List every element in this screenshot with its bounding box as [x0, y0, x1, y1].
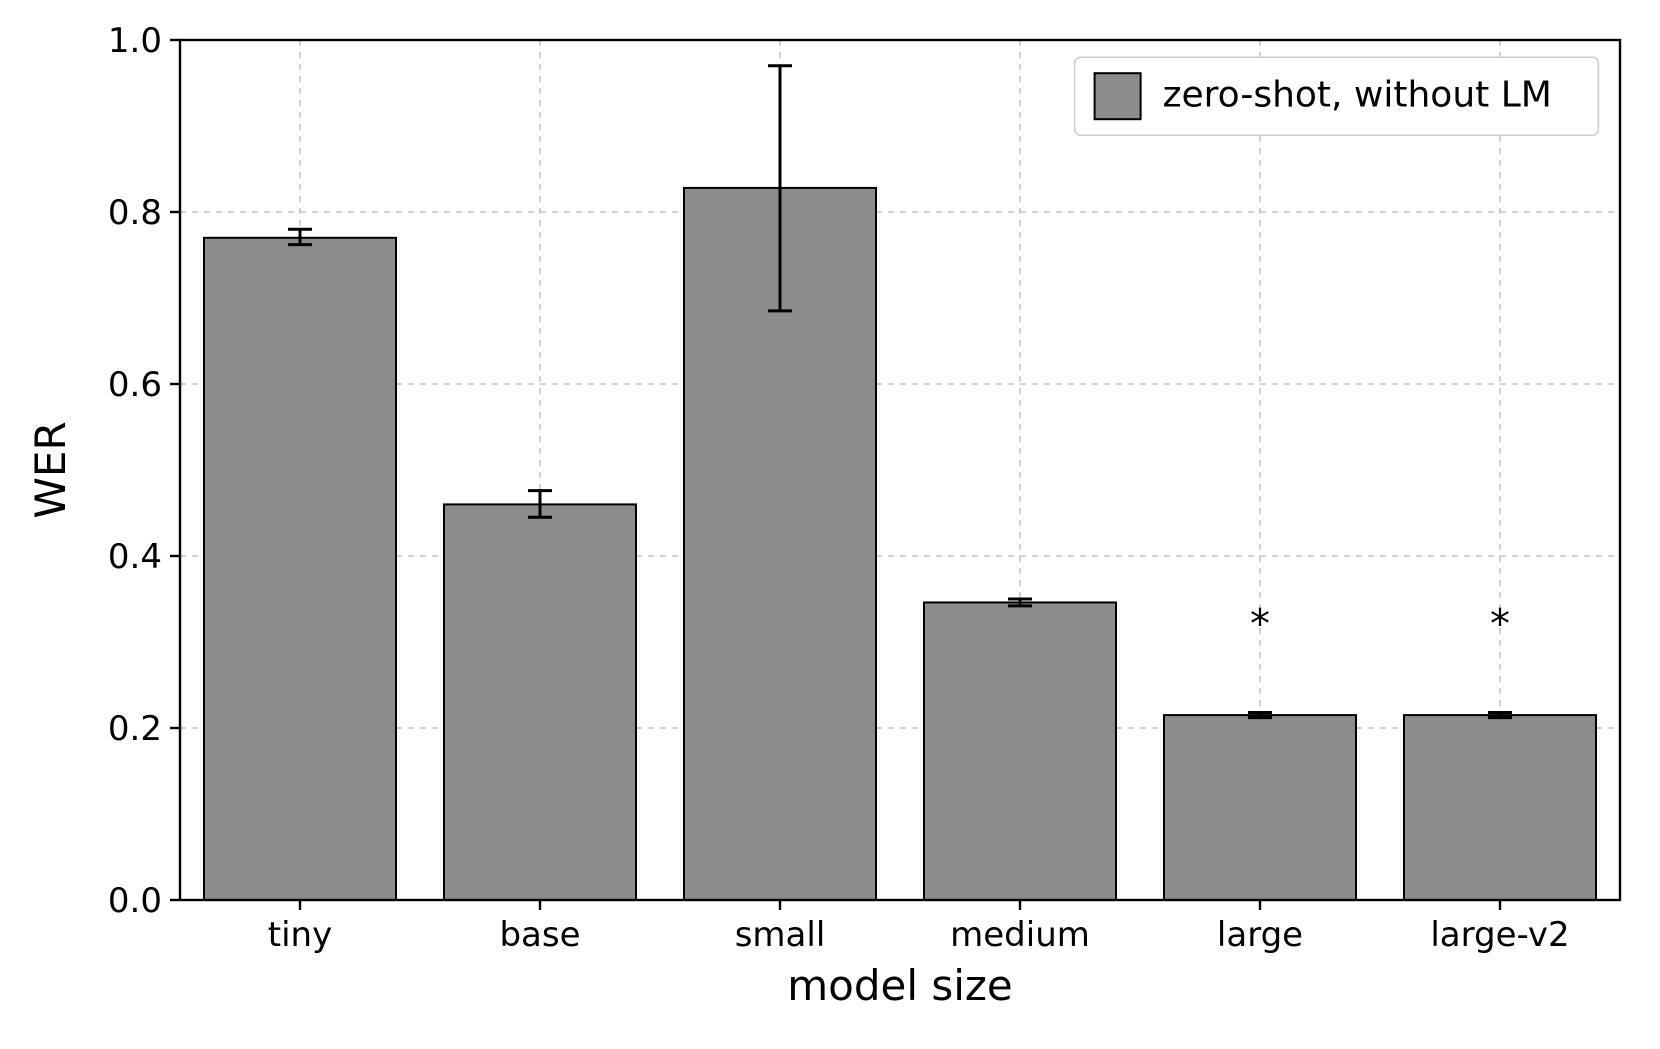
- bar-annotation: *: [1490, 602, 1510, 648]
- legend-label: zero-shot, without LM: [1163, 74, 1552, 115]
- xtick-label: base: [499, 915, 580, 955]
- xtick-label: small: [735, 915, 826, 955]
- bar: [204, 238, 396, 900]
- ytick-label: 0.4: [108, 537, 162, 577]
- xtick-label: large: [1217, 915, 1303, 955]
- ytick-label: 1.0: [108, 21, 162, 61]
- y-axis-label: WER: [26, 421, 75, 518]
- bar: [1404, 715, 1596, 900]
- bar: [924, 602, 1116, 900]
- ytick-label: 0.0: [108, 881, 162, 921]
- wer-bar-chart: * * 0.0 0.2 0.4 0.6 0.8 1.0 tiny base small medium l…: [0, 0, 1660, 1049]
- legend-swatch: [1095, 73, 1141, 119]
- legend: zero-shot, without LM: [1075, 57, 1599, 135]
- ytick-label: 0.2: [108, 709, 162, 749]
- ytick-label: 0.6: [108, 365, 162, 405]
- xtick-label: tiny: [268, 915, 332, 955]
- bar-annotation: *: [1250, 602, 1270, 648]
- chart-svg: * * 0.0 0.2 0.4 0.6 0.8 1.0 tiny base small medium l…: [0, 0, 1660, 1049]
- ytick-label: 0.8: [108, 193, 162, 233]
- x-axis-label: model size: [787, 961, 1013, 1010]
- bar: [1164, 715, 1356, 900]
- xtick-label: large-v2: [1430, 915, 1569, 955]
- bar: [444, 504, 636, 900]
- xtick-label: medium: [950, 915, 1090, 955]
